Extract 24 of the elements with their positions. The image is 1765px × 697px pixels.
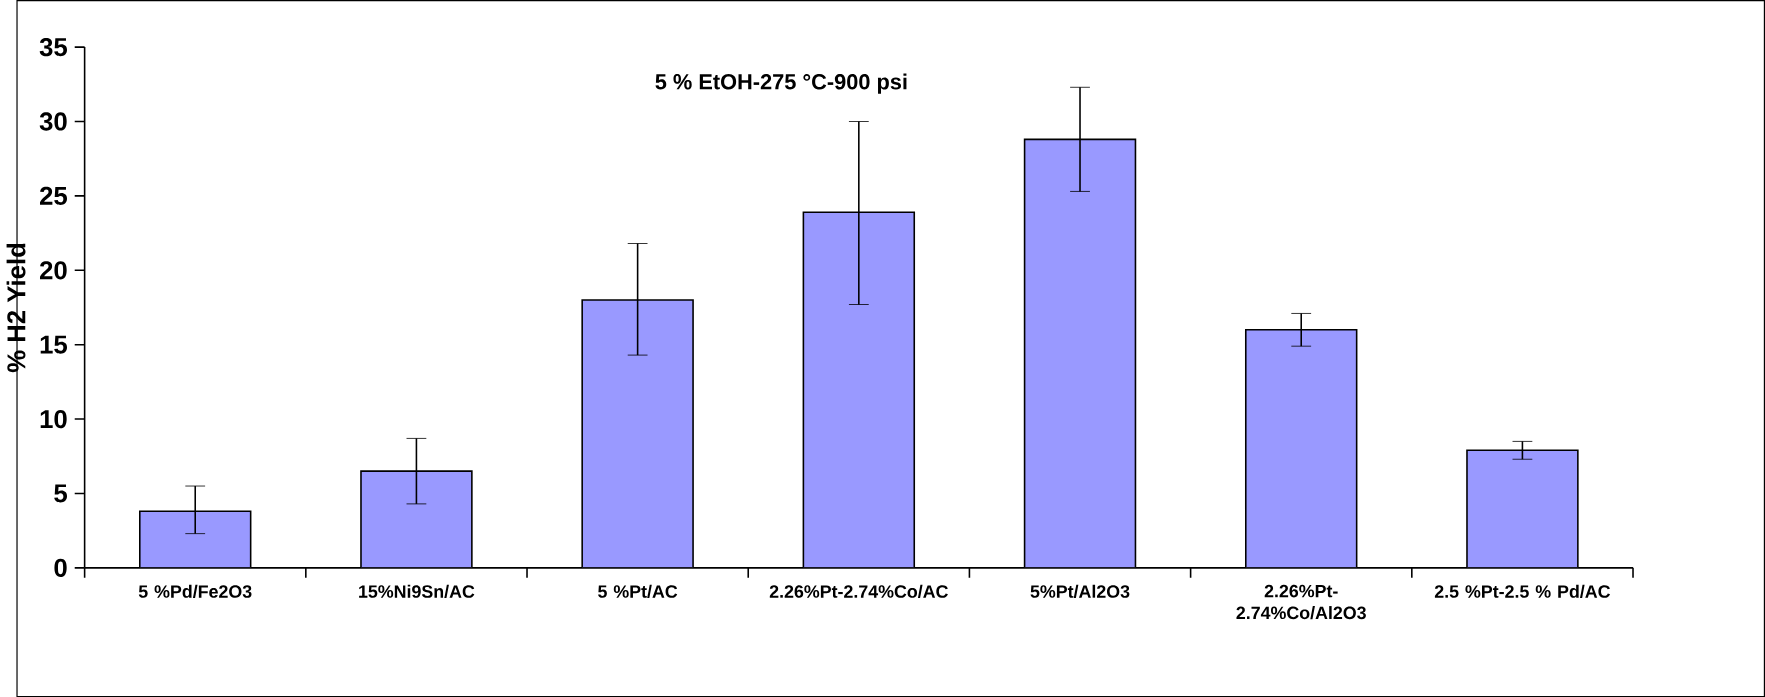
x-tick-label: 15%Ni9Sn/AC (359, 584, 475, 598)
y-tick-label: 10 (40, 409, 67, 429)
y-axis-title: % H2 Yield (6, 243, 26, 373)
bar (1024, 139, 1136, 568)
x-tick-label: 5%Pt/Al2O3 (1030, 584, 1130, 598)
x-tick-label: 5 %Pd/Fe2O3 (138, 584, 252, 598)
y-tick-label: 20 (40, 261, 67, 280)
bar (1245, 329, 1357, 568)
x-tick-label: 2.26%Pt-2.74%Co/Al2O3 (1236, 584, 1366, 620)
x-tick-label: 5 %Pt/AC (598, 584, 678, 598)
y-tick-label: 15 (40, 335, 68, 354)
y-tick-label: 5 (54, 484, 68, 503)
bar (1466, 449, 1579, 568)
y-tick-label: 25 (40, 186, 68, 205)
x-tick-label: 2.5 %Pt-2.5 % Pd/AC (1434, 584, 1611, 598)
bar (360, 471, 472, 568)
bar (582, 299, 694, 568)
y-tick-label: 0 (54, 558, 67, 577)
y-tick-label: 35 (39, 37, 68, 57)
x-tick-label: 2.26%Pt-2.74%Co/AC (769, 584, 948, 598)
text: 5 % EtOH-275 °C-900 psi (655, 73, 907, 94)
bar (803, 212, 915, 568)
y-tick-label: 30 (39, 112, 67, 131)
bar (139, 511, 251, 568)
